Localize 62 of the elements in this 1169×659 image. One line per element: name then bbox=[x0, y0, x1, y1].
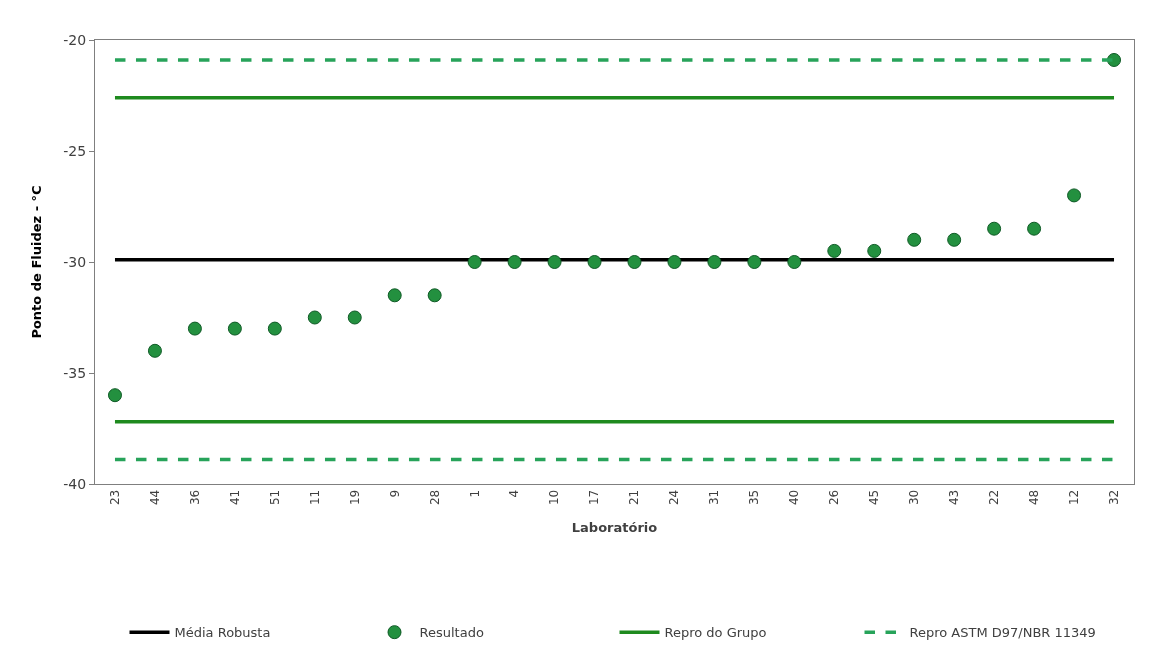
point bbox=[387, 288, 402, 303]
point bbox=[987, 221, 1002, 236]
x-tick-label: 28 bbox=[427, 489, 442, 506]
point bbox=[267, 321, 282, 336]
point bbox=[467, 255, 482, 269]
y-tick-label: -30 bbox=[63, 253, 87, 270]
point bbox=[547, 255, 562, 269]
y-tick-label: -20 bbox=[63, 31, 87, 48]
point bbox=[787, 255, 802, 269]
point bbox=[347, 310, 362, 325]
legend-label: Repro do Grupo bbox=[664, 625, 767, 641]
legend-label: Resultado bbox=[419, 625, 484, 641]
y-axis-title: Ponto de Fluidez - °C bbox=[29, 185, 45, 339]
point bbox=[747, 255, 762, 269]
point bbox=[667, 255, 682, 269]
point bbox=[107, 388, 122, 403]
point bbox=[947, 232, 962, 247]
x-tick-label: 31 bbox=[707, 489, 722, 506]
point bbox=[427, 288, 442, 303]
x-tick-label: 12 bbox=[1066, 489, 1081, 506]
x-tick-label: 10 bbox=[547, 489, 562, 506]
point bbox=[187, 321, 202, 336]
point bbox=[227, 321, 242, 336]
x-tick-label: 43 bbox=[947, 489, 962, 506]
x-tick-label: 36 bbox=[187, 489, 202, 506]
point bbox=[907, 232, 922, 247]
point bbox=[867, 243, 882, 258]
x-tick-label: 45 bbox=[867, 489, 882, 506]
x-tick-label: 22 bbox=[987, 489, 1002, 506]
x-tick-label: 23 bbox=[107, 489, 122, 506]
x-tick-label: 30 bbox=[907, 489, 922, 506]
point bbox=[1027, 221, 1042, 236]
x-tick-label: 1 bbox=[467, 489, 482, 498]
x-tick-label: 4 bbox=[507, 489, 522, 498]
legend-label: Média Robusta bbox=[174, 625, 271, 641]
x-tick-label: 26 bbox=[827, 489, 842, 506]
x-tick-label: 48 bbox=[1027, 489, 1041, 506]
x-tick-label: 9 bbox=[387, 489, 402, 498]
x-tick-label: 19 bbox=[347, 489, 362, 506]
point bbox=[1067, 188, 1082, 203]
y-tick-label: -25 bbox=[63, 142, 87, 159]
x-tick-label: 51 bbox=[267, 489, 282, 506]
y-tick-label: -35 bbox=[63, 364, 87, 381]
x-axis-title: Laboratório bbox=[571, 519, 658, 535]
point bbox=[307, 310, 322, 325]
point bbox=[507, 255, 522, 269]
x-tick-label: 24 bbox=[667, 489, 682, 506]
x-tick-label: 35 bbox=[747, 489, 762, 506]
point bbox=[147, 343, 162, 358]
x-tick-label: 17 bbox=[587, 489, 602, 506]
y-tick-label: -40 bbox=[63, 475, 87, 492]
x-tick-label: 21 bbox=[627, 489, 642, 506]
point bbox=[587, 255, 602, 269]
point bbox=[627, 255, 642, 269]
x-tick-label: 11 bbox=[307, 489, 322, 506]
x-tick-label: 40 bbox=[787, 489, 802, 506]
point bbox=[827, 243, 842, 258]
x-tick-label: 41 bbox=[227, 489, 242, 506]
x-tick-label: 32 bbox=[1106, 489, 1121, 506]
x-tick-label: 44 bbox=[147, 489, 162, 506]
point bbox=[707, 255, 722, 269]
legend-label: Repro ASTM D97/NBR 11349 bbox=[909, 625, 1096, 641]
